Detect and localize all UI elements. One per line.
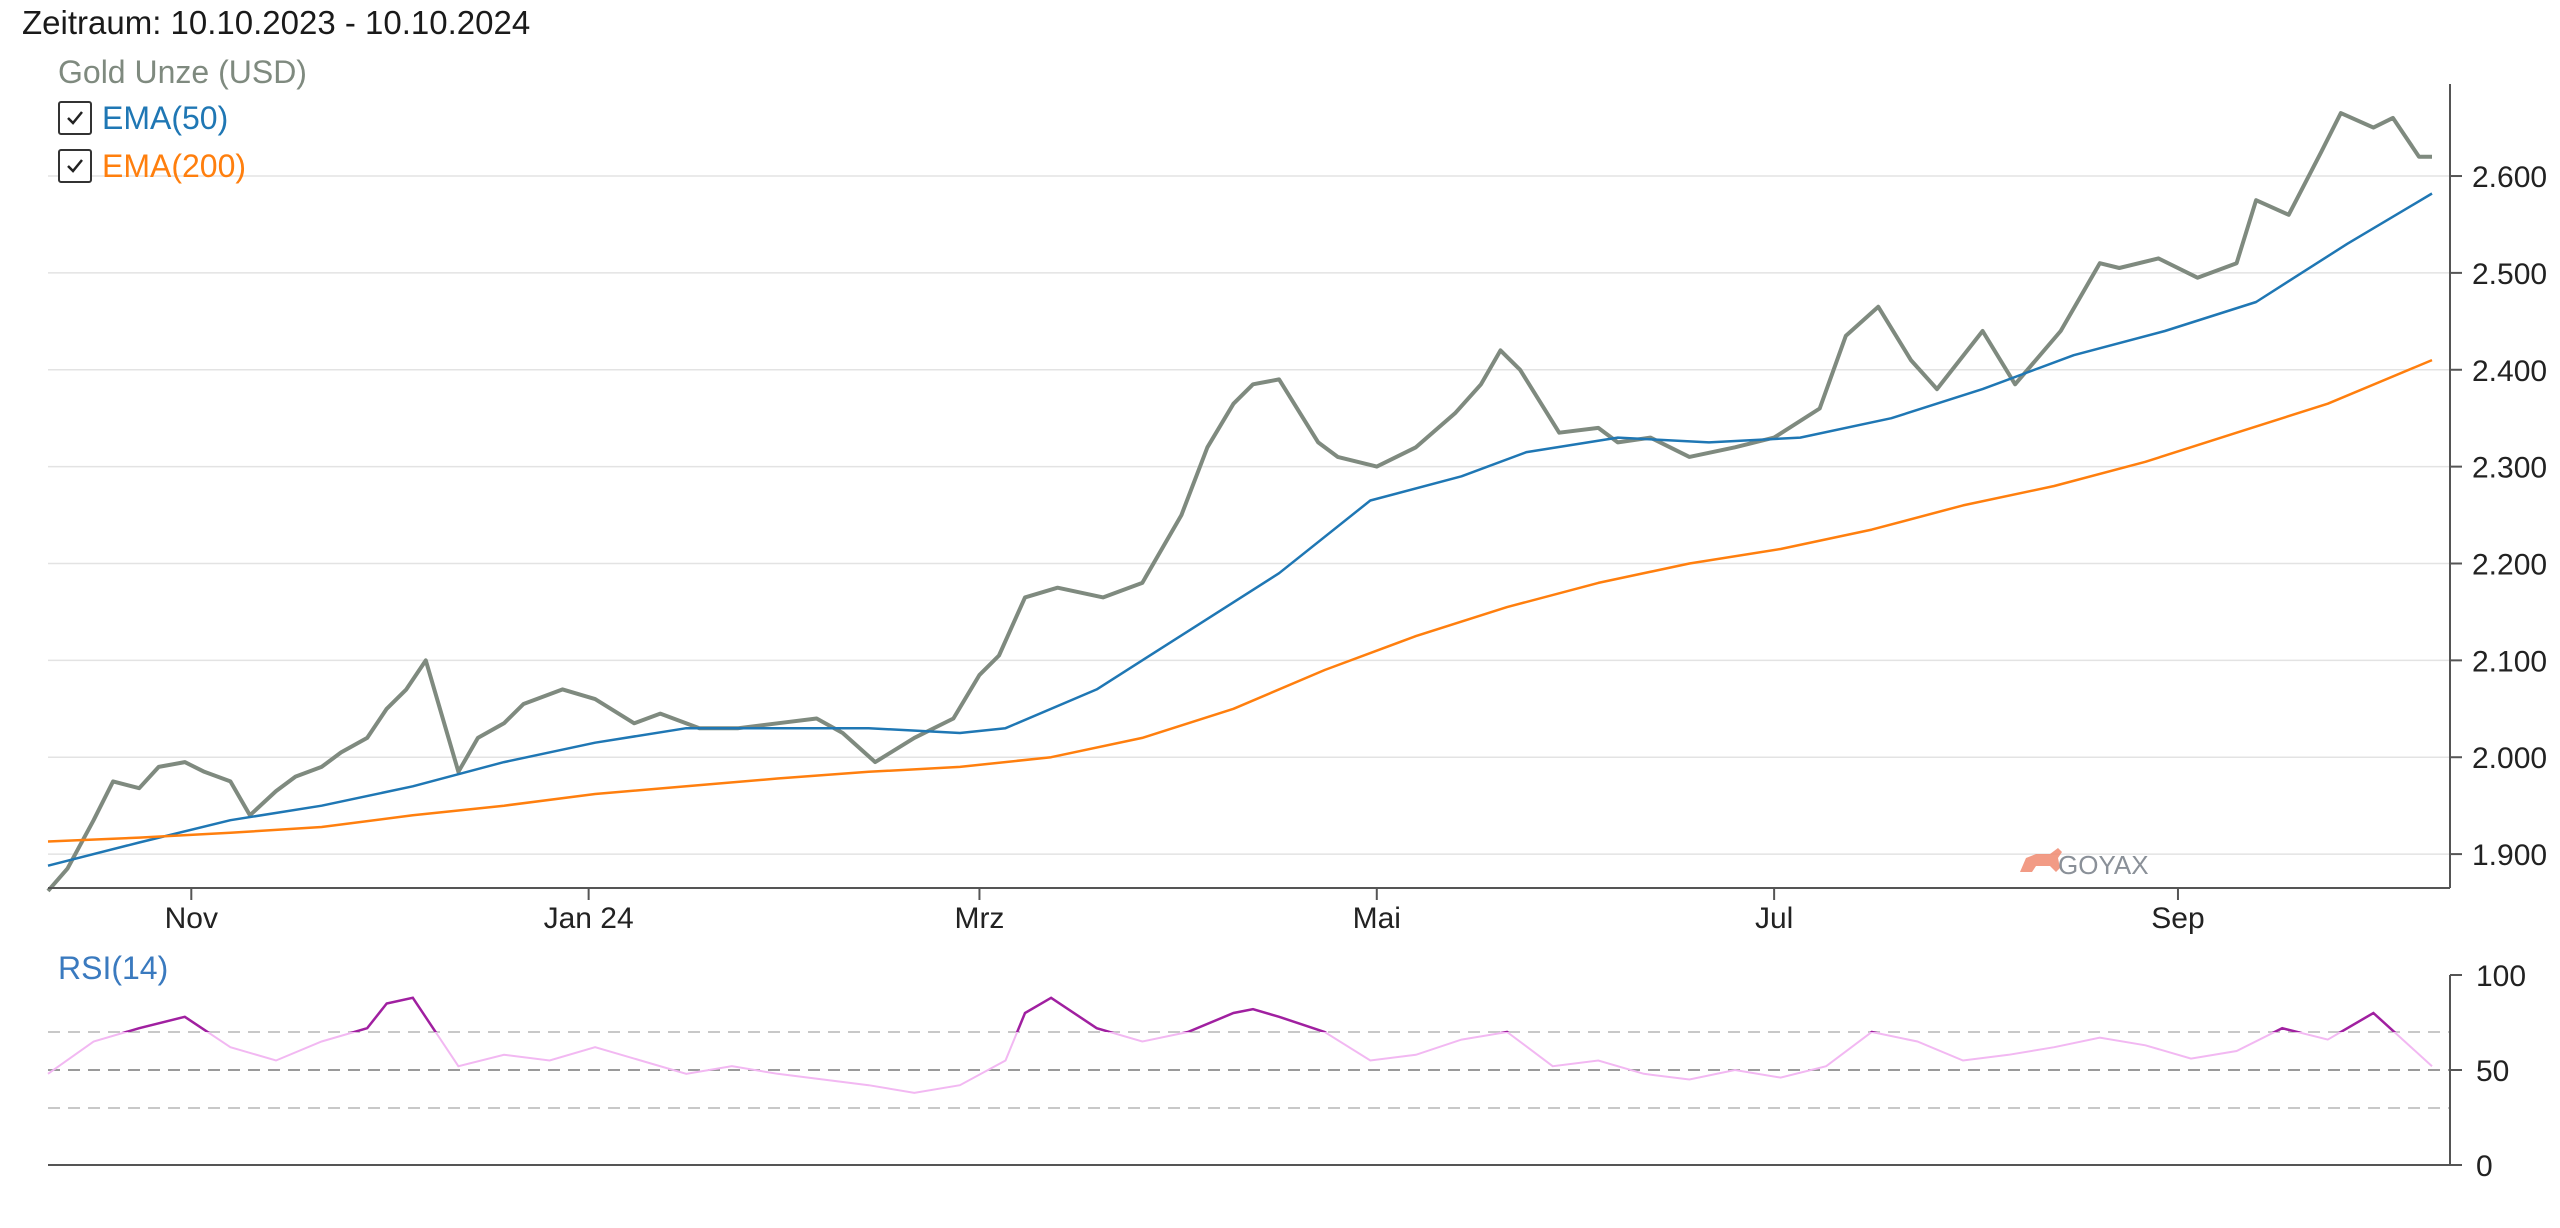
- checkmark-icon: [67, 111, 83, 125]
- period-label: Zeitraum: 10.10.2023 - 10.10.2024: [22, 4, 531, 41]
- price-x-ticks: Nov Jan 24 Mrz Mai Jul Sep: [165, 888, 2205, 935]
- rsi-y-tick-label: 100: [2476, 960, 2526, 993]
- series-line-ema-200: [47, 358, 2433, 843]
- price-x-tick-label: Mrz: [954, 902, 1004, 935]
- price-x-tick-label: Jul: [1755, 902, 1793, 935]
- rsi-label: RSI(14): [58, 950, 169, 986]
- checkbox-ema200[interactable]: [58, 149, 92, 183]
- checkmark-icon: [67, 159, 83, 173]
- rsi-y-tick-label: 0: [2476, 1150, 2493, 1183]
- bull-icon: [2020, 848, 2062, 872]
- price-x-tick-label: Nov: [165, 902, 218, 935]
- price-x-tick-label: Sep: [2151, 902, 2204, 935]
- price-x-tick-label: Mai: [1353, 902, 1401, 935]
- price-y-tick-label: 2.600: [2472, 161, 2547, 194]
- price-y-tick-label: 1.900: [2472, 839, 2547, 872]
- price-y-tick-label: 2.100: [2472, 645, 2547, 678]
- series-line-gold-unze-usd: [46, 111, 2432, 893]
- price-y-tick-label: 2.200: [2472, 548, 2547, 581]
- price-y-tick-label: 2.300: [2472, 452, 2547, 485]
- price-y-tick-label: 2.500: [2472, 258, 2547, 291]
- rsi-reference-lines: [48, 1031, 2450, 1109]
- price-series-group: [46, 111, 2433, 893]
- axes-group: [48, 84, 2451, 1166]
- legend-toggle-ema50[interactable]: EMA(50): [58, 98, 228, 138]
- series-title-gold: Gold Unze (USD): [58, 54, 307, 90]
- price-y-ticks: 1.900 2.000 2.100 2.200 2.300 2.400 2.500 2.600: [2450, 161, 2547, 872]
- price-y-tick-label: 2.000: [2472, 742, 2547, 775]
- rsi-y-ticks: 0 50 100: [2450, 960, 2526, 1183]
- legend-toggle-ema200[interactable]: EMA(200): [58, 146, 246, 186]
- price-y-tick-label: 2.400: [2472, 355, 2547, 388]
- checkbox-ema50[interactable]: [58, 101, 92, 135]
- watermark-logo: GOYAX: [2020, 848, 2149, 880]
- rsi-y-tick-label: 50: [2476, 1055, 2509, 1088]
- series-line-ema-50: [47, 192, 2433, 867]
- legend-label-ema50: EMA(50): [102, 99, 229, 136]
- price-x-tick-label: Jan 24: [544, 902, 634, 935]
- rsi-overbought-line: [121, 996, 2397, 1032]
- rsi-series-group: [47, 996, 2433, 1094]
- watermark-text: GOYAX: [2058, 850, 2149, 880]
- price-gridlines: [48, 175, 2450, 855]
- legend-label-ema200: EMA(200): [102, 147, 247, 184]
